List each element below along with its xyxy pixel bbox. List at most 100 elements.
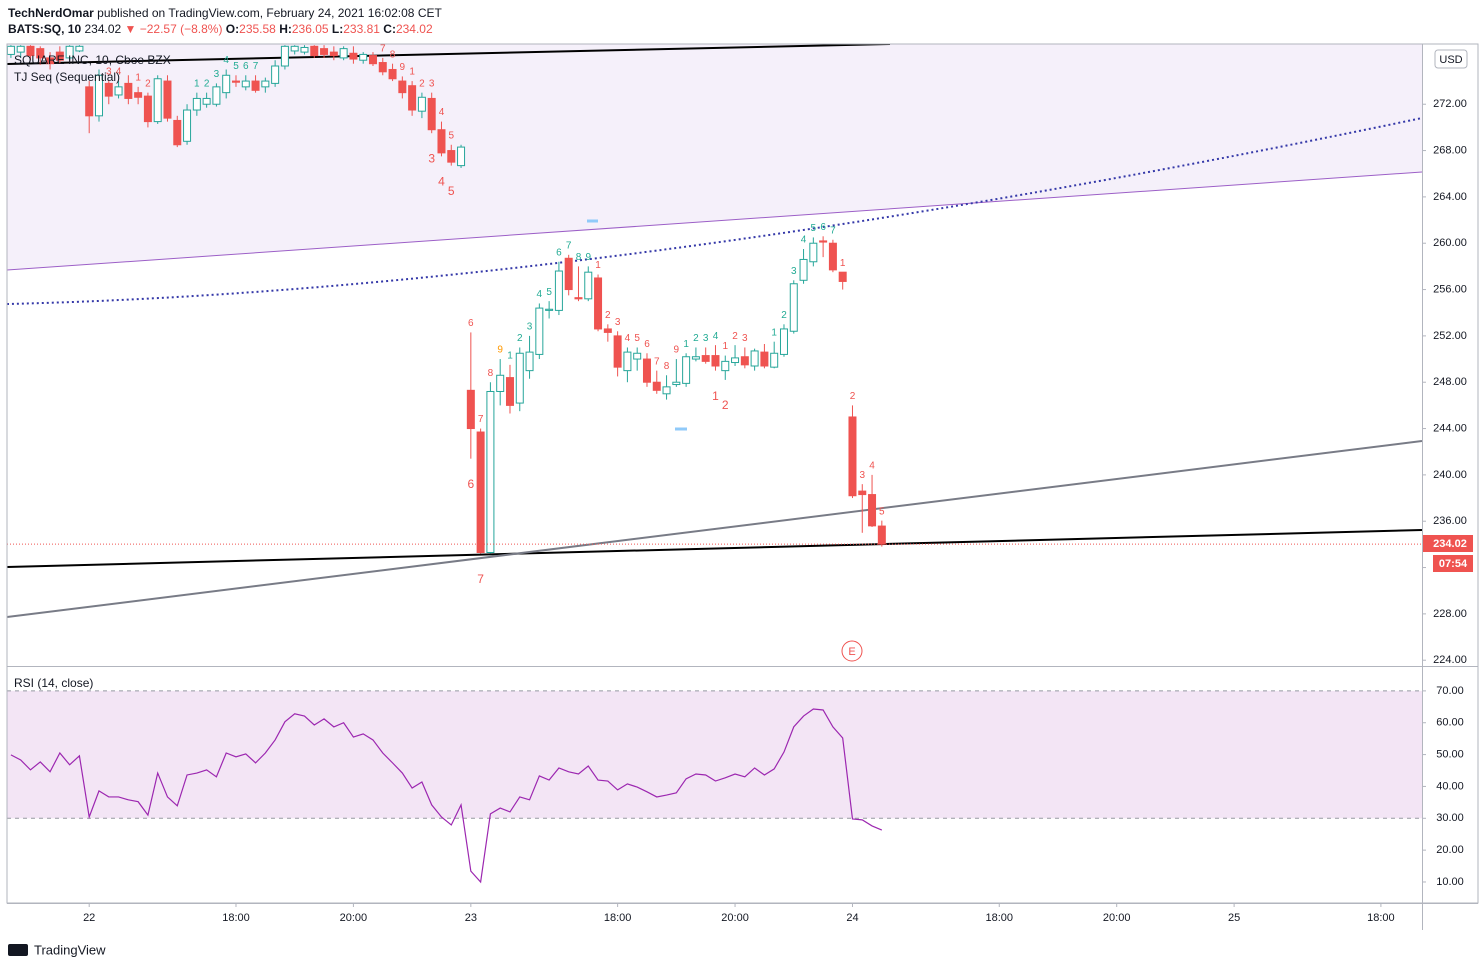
candle-body [359,53,368,61]
x-tick-label: 18:00 [985,912,1013,924]
candle-body [55,51,64,61]
candle-body [16,45,25,53]
candle-body [731,357,740,364]
candle-body [652,381,661,391]
td-setup-label: 1 [135,72,141,83]
candle-body [378,62,387,73]
candle-body [877,525,886,545]
candle-body [320,48,329,55]
earnings-circle[interactable] [841,640,863,662]
candle-body [427,97,436,131]
td-setup-label: 5 [233,61,239,72]
currency-box[interactable] [1434,49,1468,69]
candle-body [173,119,182,146]
td-setup-label: 3 [214,69,220,80]
y-tick-label: 256.00 [1433,283,1467,295]
td-setup-label: 7 [566,240,572,251]
candle-body [36,48,45,59]
x-tick-label: 20:00 [721,912,749,924]
trend-line [7,529,1422,568]
channel-line [7,171,1422,271]
candle-body [222,74,231,94]
high: 236.05 [291,22,329,36]
candle-body [858,490,867,496]
quote-line: BATS:SQ, 10 234.02 ▼ −22.57 (−8.8%) O:23… [8,21,442,37]
candle-body [848,416,857,497]
symbol-legend: SQUARE INC, 10, Cboe BZX [14,53,171,67]
td-setup-label: 3 [527,322,533,333]
y-tick-label: 252.00 [1433,330,1467,342]
candle-body [349,52,358,60]
candle-body [770,352,779,368]
x-tick-label: 24 [846,912,858,924]
band-fill [7,690,1422,819]
candle-body [789,283,798,332]
rsi-legend: RSI (14, close) [14,676,93,690]
candle-body [594,277,603,330]
td-setup-label: 8 [576,252,582,263]
y-tick-label: 236.00 [1433,515,1467,527]
countdown: 07:54 [1439,558,1468,570]
x-tick-label: 18:00 [222,912,250,924]
td-countdown-label: 4 [438,175,445,189]
earnings-marker: E [848,646,855,658]
candle-body [809,242,818,263]
td-setup-label: 1 [683,339,689,350]
candle-body [329,51,338,57]
symbol: BATS:SQ, 10 [8,22,82,36]
td-setup-label: 5 [448,130,454,141]
td-setup-label: 4 [537,289,543,300]
td-setup-label: 6 [820,222,826,233]
candle-body [662,386,671,395]
trend-line [7,44,891,65]
td-setup-label: 5 [546,287,552,298]
trend-line [7,440,1422,618]
candle-body [603,328,612,333]
candle-body [750,350,759,367]
close: 234.02 [395,22,433,36]
low: 233.81 [343,22,380,36]
td-setup-label: 2 [204,78,210,89]
candle-body [398,80,407,94]
candle-body [642,358,651,383]
candle-body [310,45,319,57]
publish-line: TechNerdOmar published on TradingView.co… [8,5,442,21]
author: TechNerdOmar [8,6,94,20]
last: 234.02 [84,22,122,36]
td-setup-label: 7 [478,414,484,425]
td-setup-label: 6 [556,247,562,258]
candle-body [163,80,172,119]
td-setup-label: 1 [840,258,846,269]
td-setup-label: 3 [742,333,748,344]
l-label: L: [331,22,344,36]
td-setup-label: 2 [850,391,856,402]
x-tick-label: 25 [1228,912,1240,924]
candle-body [868,494,877,527]
td-setup-label: 4 [625,333,631,344]
td-countdown-label: 6 [467,477,474,491]
c-label: C: [383,22,396,36]
candle-body [838,271,847,282]
candle-body [290,45,299,52]
y-tick-label: 260.00 [1433,237,1467,249]
td-setup-label: 8 [390,49,396,60]
y-tick-label: 50.00 [1436,748,1464,760]
candle-body [584,271,593,300]
candle-body [65,45,74,59]
candle-body [486,390,495,553]
candle-body [496,374,505,392]
drawings [7,44,1422,618]
td-setup-label: 2 [732,331,738,342]
candle-body [779,328,788,355]
td-setup-label: 1 [507,350,513,361]
x-tick-label: 20:00 [340,912,368,924]
candle-body [183,109,192,142]
candle-body [124,82,133,99]
td-setup-label: 1 [194,78,200,89]
y-tick-label: 268.00 [1433,144,1467,156]
candle-body [515,352,524,404]
candle-body [75,45,84,52]
candle-body [271,65,280,84]
td-setup-label: 2 [781,310,787,321]
